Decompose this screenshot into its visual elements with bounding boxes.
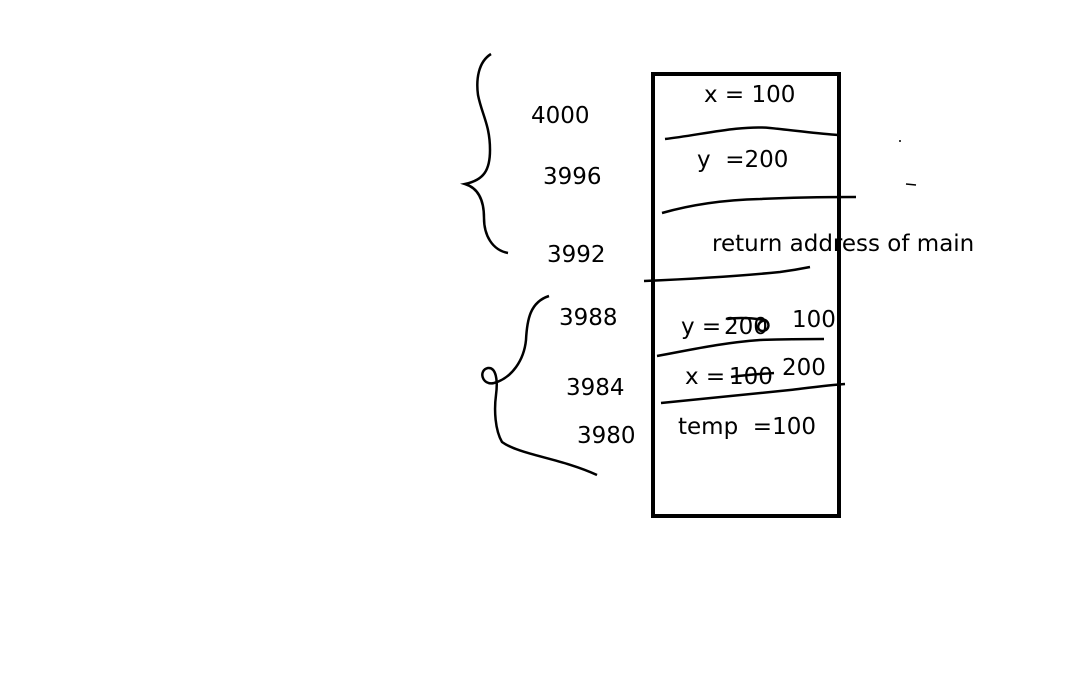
cell-y-swap-new: 100 [792, 307, 836, 333]
cell-y-swap-old: 200 [724, 314, 768, 340]
address-3992: 3992 [547, 242, 606, 268]
strike-x-old [730, 371, 775, 379]
cell-x-swap-new: 200 [782, 355, 826, 381]
stray-mark [905, 183, 917, 186]
address-3996: 3996 [543, 164, 602, 190]
cell-x-swap-old: 100 [729, 364, 773, 390]
cell-x-main: x = 100 [704, 82, 796, 108]
separator-y-return [661, 195, 857, 215]
separator-x-y [664, 126, 839, 141]
strike-y-old [726, 316, 770, 333]
stack-box [651, 72, 841, 518]
cell-return-address: return address of main [712, 231, 975, 257]
cell-x-swap-prefix: x = [685, 364, 733, 390]
brace-main [460, 52, 509, 255]
address-3984: 3984 [566, 375, 625, 401]
separator-swap-y-x [656, 337, 825, 358]
cell-y-swap-prefix: y = [681, 314, 729, 340]
cell-temp: temp =100 [678, 414, 816, 440]
address-4000: 4000 [531, 103, 590, 129]
address-3988: 3988 [559, 305, 618, 331]
address-3980: 3980 [577, 423, 636, 449]
separator-swap-x-temp [660, 382, 846, 405]
brace-swap [481, 294, 598, 477]
cell-y-main: y =200 [697, 147, 789, 173]
separator-return-swap [643, 265, 811, 283]
stray-mark [899, 140, 901, 142]
